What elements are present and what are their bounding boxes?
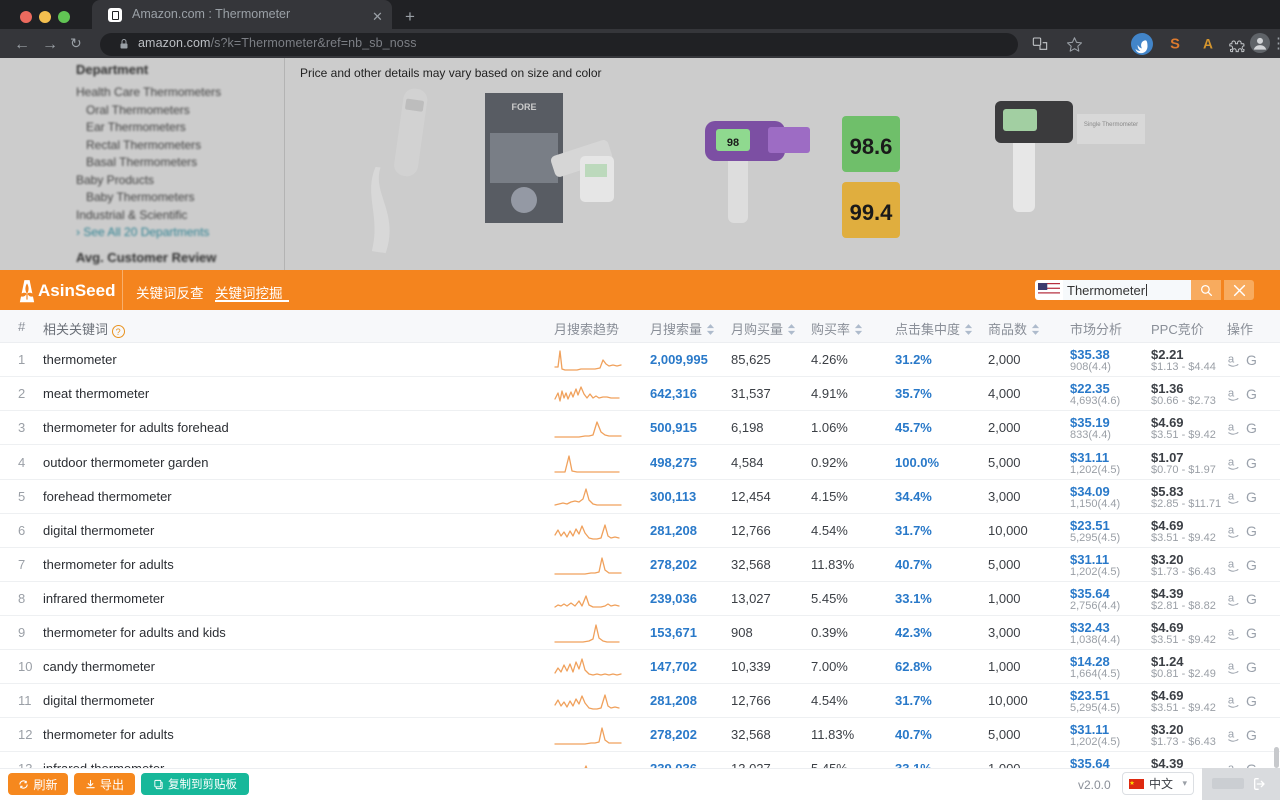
svg-text:a: a (1228, 490, 1235, 502)
svg-text:a: a (1228, 524, 1235, 536)
svg-text:a: a (1228, 627, 1235, 639)
svg-text:98.6: 98.6 (850, 134, 893, 159)
svg-text:a: a (1228, 661, 1235, 673)
svg-text:a: a (1228, 388, 1235, 400)
svg-text:a: a (1228, 729, 1235, 741)
svg-text:a: a (1228, 422, 1235, 434)
svg-text:a: a (1228, 695, 1235, 707)
svg-text:S: S (1170, 37, 1180, 53)
svg-text:Single Thermometer: Single Thermometer (1084, 122, 1138, 128)
svg-text:a: a (1228, 593, 1235, 605)
svg-text:a: a (1228, 354, 1235, 366)
svg-text:A: A (1203, 37, 1213, 52)
svg-text:99.4: 99.4 (850, 200, 894, 225)
svg-text:a: a (1228, 456, 1235, 468)
svg-text:FORE: FORE (511, 102, 536, 112)
svg-text:a: a (1228, 558, 1235, 570)
svg-text:98: 98 (727, 137, 739, 149)
